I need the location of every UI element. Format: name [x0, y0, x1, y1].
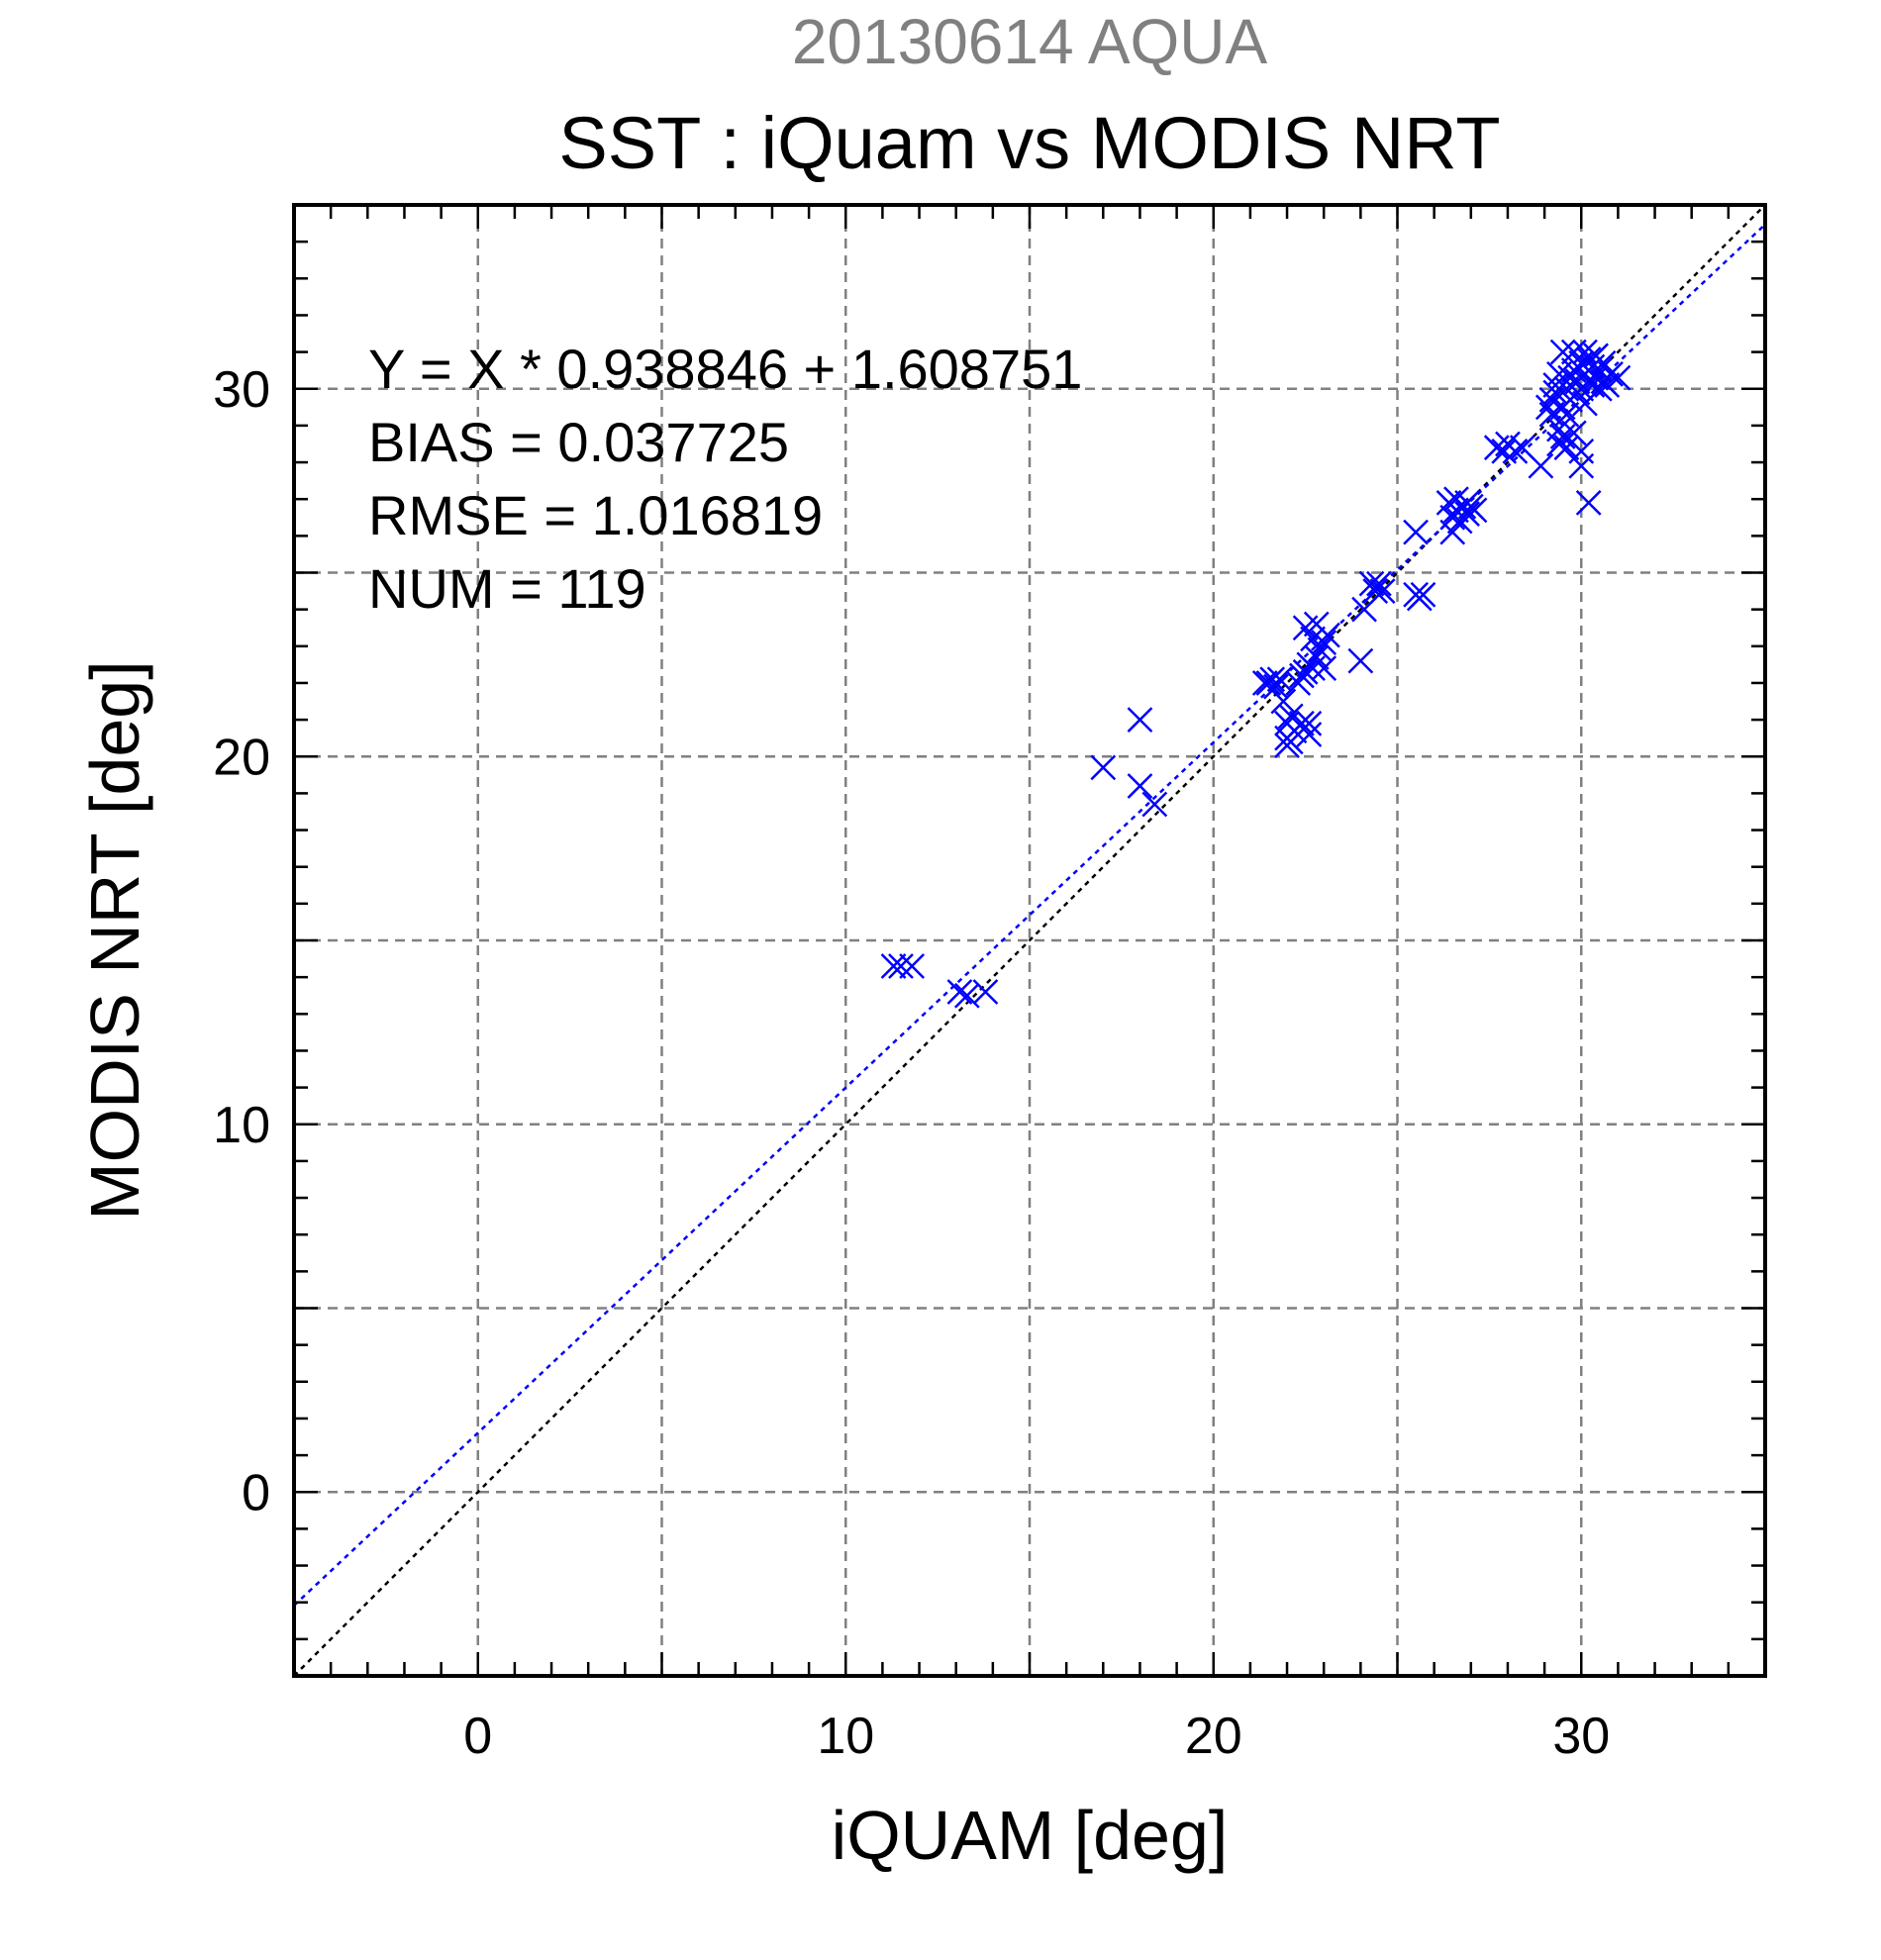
data-point — [946, 979, 973, 1005]
data-point — [1347, 647, 1374, 674]
data-point — [1553, 401, 1580, 428]
data-point — [1263, 673, 1289, 700]
data-point — [1270, 688, 1297, 715]
plot-frame — [292, 203, 1767, 1678]
data-point — [899, 953, 926, 979]
data-point — [1127, 773, 1153, 799]
data-point — [880, 953, 907, 979]
data-point — [1311, 630, 1337, 655]
data-point — [1575, 490, 1602, 516]
tick-labels: 0 10 20 30 0 10 20 30 — [213, 361, 1610, 1765]
data-point — [888, 953, 914, 979]
data-point — [1560, 339, 1587, 365]
stat-equation: Y = X * 0.938846 + 1.608751 — [368, 338, 1082, 400]
x-tick-label: 0 — [463, 1708, 492, 1765]
data-point — [1549, 339, 1576, 365]
data-point — [1358, 570, 1385, 597]
data-point — [1439, 519, 1466, 545]
data-point — [1127, 707, 1153, 733]
y-tick-label: 10 — [213, 1097, 270, 1154]
data-point — [1586, 375, 1613, 402]
x-tick-label: 10 — [817, 1708, 874, 1765]
data-point — [1315, 622, 1340, 648]
data-point — [1259, 666, 1286, 693]
data-point — [1553, 435, 1580, 461]
data-point — [1289, 710, 1315, 736]
data-point — [1454, 501, 1480, 527]
x-tick-label: 20 — [1185, 1708, 1242, 1765]
data-point — [1366, 570, 1392, 597]
y-axis-label: MODIS NRT [deg] — [76, 660, 153, 1220]
data-point — [1369, 578, 1396, 604]
data-point — [1546, 431, 1572, 457]
y-tick-label: 20 — [213, 729, 270, 786]
chart-title-date: 20130614 AQUA — [792, 6, 1268, 77]
data-point — [1303, 644, 1330, 670]
data-point — [1598, 361, 1624, 387]
data-point — [1568, 452, 1595, 479]
y-tick-label: 0 — [242, 1464, 270, 1521]
stat-num: NUM = 119 — [368, 557, 646, 620]
data-point — [1090, 754, 1117, 781]
data-point — [1311, 655, 1337, 681]
data-point — [1560, 420, 1587, 446]
data-points — [880, 339, 1632, 1009]
data-point — [1528, 452, 1554, 479]
data-point — [1403, 519, 1429, 545]
y-tick-label: 30 — [213, 361, 270, 419]
data-point — [1605, 364, 1632, 391]
stat-rmse: RMSE = 1.016819 — [368, 484, 823, 546]
stat-bias: BIAS = 0.037725 — [368, 411, 789, 473]
data-point — [1410, 581, 1436, 608]
x-axis-label: iQUAM [deg] — [832, 1797, 1229, 1874]
data-point — [1461, 497, 1488, 524]
data-point — [1502, 439, 1529, 464]
data-point — [1141, 791, 1168, 818]
chart-title: SST : iQuam vs MODIS NRT — [558, 102, 1500, 184]
data-point — [972, 979, 999, 1005]
data-point — [1296, 710, 1323, 736]
x-tick-label: 30 — [1552, 1708, 1610, 1765]
data-point — [1296, 722, 1323, 747]
data-point — [1362, 578, 1389, 604]
